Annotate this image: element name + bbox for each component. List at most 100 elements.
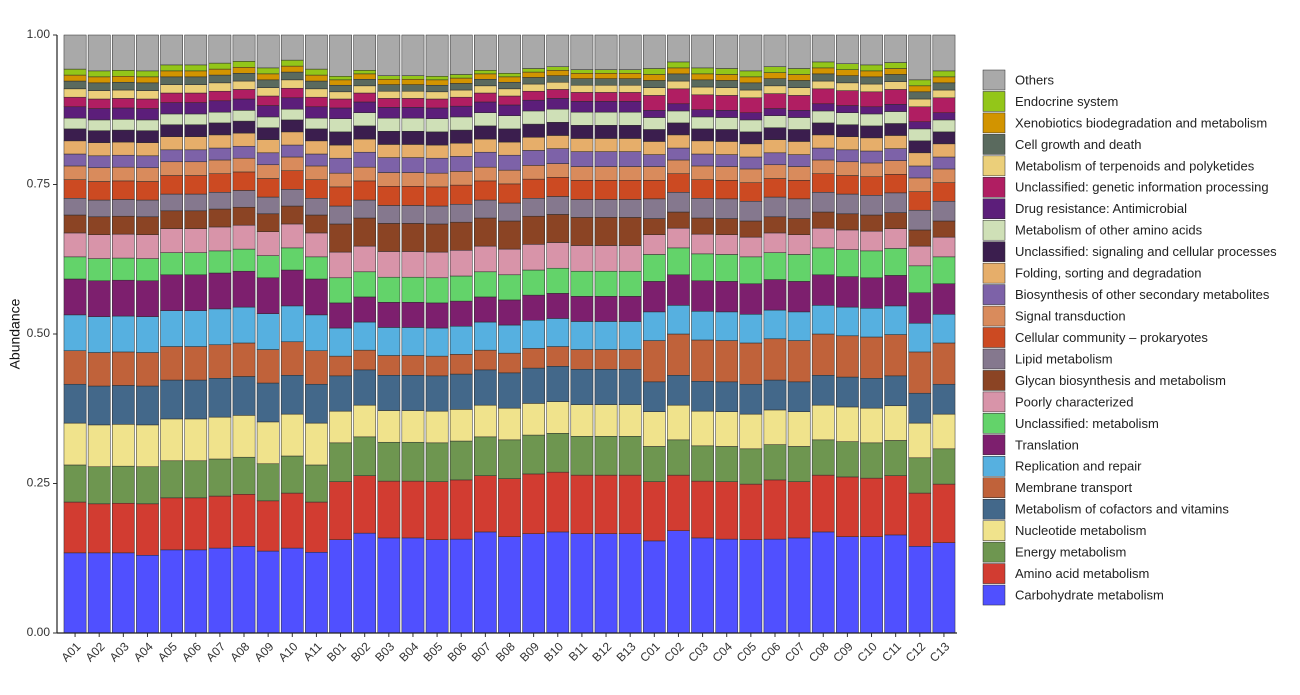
- bar-segment: [522, 348, 545, 369]
- bar-segment: [232, 67, 256, 74]
- bar-segment: [353, 436, 377, 476]
- legend-label: Translation: [1015, 437, 1079, 452]
- x-tick-label: B08: [493, 639, 518, 664]
- bar-segment: [932, 448, 956, 485]
- bar-segment: [160, 175, 183, 195]
- bar-segment: [401, 223, 425, 252]
- legend-label: Cell growth and death: [1015, 137, 1141, 152]
- bar-segment: [522, 34, 545, 69]
- bar-segment: [498, 73, 521, 78]
- bar-segment: [401, 90, 425, 99]
- bar-segment: [739, 34, 763, 72]
- bar-segment: [715, 74, 739, 81]
- bar-segment: [160, 228, 183, 253]
- bar-segment: [811, 110, 835, 124]
- bar-segment: [642, 68, 666, 75]
- bar-segment: [136, 352, 159, 387]
- bar-segment: [570, 533, 594, 634]
- x-tick-label: C10: [854, 639, 880, 665]
- bar-segment: [908, 121, 932, 130]
- bar-segment: [401, 75, 425, 80]
- bar-segment: [87, 82, 111, 91]
- bar-segment: [111, 166, 135, 182]
- bar-segment: [667, 227, 690, 249]
- bar-segment: [474, 125, 497, 140]
- bar-segment: [522, 294, 545, 321]
- bar-segment: [522, 123, 545, 138]
- bar-segment: [353, 79, 377, 87]
- legend-swatch: [982, 219, 1006, 241]
- bar-segment: [618, 245, 642, 272]
- legend-swatch: [982, 520, 1006, 541]
- bar-segment: [618, 84, 642, 93]
- bar-segment: [474, 199, 497, 219]
- bar-segment: [377, 441, 401, 482]
- bar-segment: [136, 90, 159, 100]
- bar-segment: [449, 142, 473, 157]
- bar-segment: [546, 89, 570, 99]
- bar-segment: [763, 309, 787, 340]
- bar-segment: [232, 456, 256, 495]
- bar-segment: [715, 117, 739, 130]
- bar-segment: [570, 73, 594, 79]
- bar-segment: [498, 372, 521, 409]
- bar-segment: [546, 346, 570, 367]
- bar-segment: [667, 192, 690, 213]
- bar-segment: [87, 424, 111, 468]
- bar-segment: [594, 84, 618, 93]
- bar-segment: [136, 503, 159, 556]
- bar-segment: [522, 68, 545, 73]
- bar-segment: [884, 62, 908, 69]
- bar-segment: [715, 311, 739, 341]
- bar-segment: [811, 375, 835, 406]
- bar-segment: [329, 481, 352, 540]
- bar-segment: [811, 305, 835, 335]
- bar-segment: [691, 198, 714, 219]
- bar-segment: [546, 122, 570, 136]
- bar-segment: [329, 302, 352, 329]
- bar-segment: [642, 166, 666, 181]
- bar-segment: [884, 440, 908, 476]
- bar-segment: [184, 175, 208, 195]
- bar-segment: [377, 186, 401, 206]
- bar-segment: [498, 141, 521, 156]
- bar-segment: [715, 141, 739, 155]
- bar-segment: [932, 143, 956, 158]
- bar-segment: [691, 311, 714, 341]
- bar-segment: [715, 180, 739, 200]
- bar-segment: [474, 349, 497, 371]
- bar-segment: [570, 404, 594, 437]
- bar-segment: [498, 34, 521, 74]
- bar-segment: [884, 111, 908, 124]
- bar-segment: [884, 192, 908, 213]
- bar-segment: [522, 110, 545, 125]
- bar-segment: [860, 70, 883, 78]
- bar-segment: [546, 531, 570, 634]
- bar-segment: [884, 228, 908, 249]
- bar-segment: [353, 112, 377, 127]
- bar-segment: [87, 352, 111, 387]
- bar-segment: [401, 186, 425, 206]
- bar-segment: [87, 76, 111, 84]
- bar-segment: [932, 156, 956, 170]
- bar-segment: [136, 555, 159, 634]
- bar-segment: [184, 418, 208, 462]
- bar-segment: [932, 119, 956, 133]
- bar-segment: [449, 221, 473, 251]
- bar-segment: [63, 232, 87, 258]
- bar-segment: [715, 68, 739, 75]
- bar-segment: [305, 165, 328, 180]
- bar-segment: [667, 103, 690, 112]
- bar-segment: [208, 192, 232, 210]
- bar-segment: [570, 69, 594, 74]
- bar-segment: [280, 119, 304, 133]
- bar-segment: [546, 98, 570, 110]
- bar-segment: [546, 242, 570, 269]
- bar-segment: [618, 92, 642, 102]
- bar-segment: [594, 73, 618, 79]
- bar-segment: [667, 61, 690, 69]
- bar-segment: [87, 258, 111, 282]
- bar-segment: [691, 109, 714, 118]
- legend-label: Folding, sorting and degradation: [1015, 266, 1201, 281]
- bar-segment: [787, 381, 811, 412]
